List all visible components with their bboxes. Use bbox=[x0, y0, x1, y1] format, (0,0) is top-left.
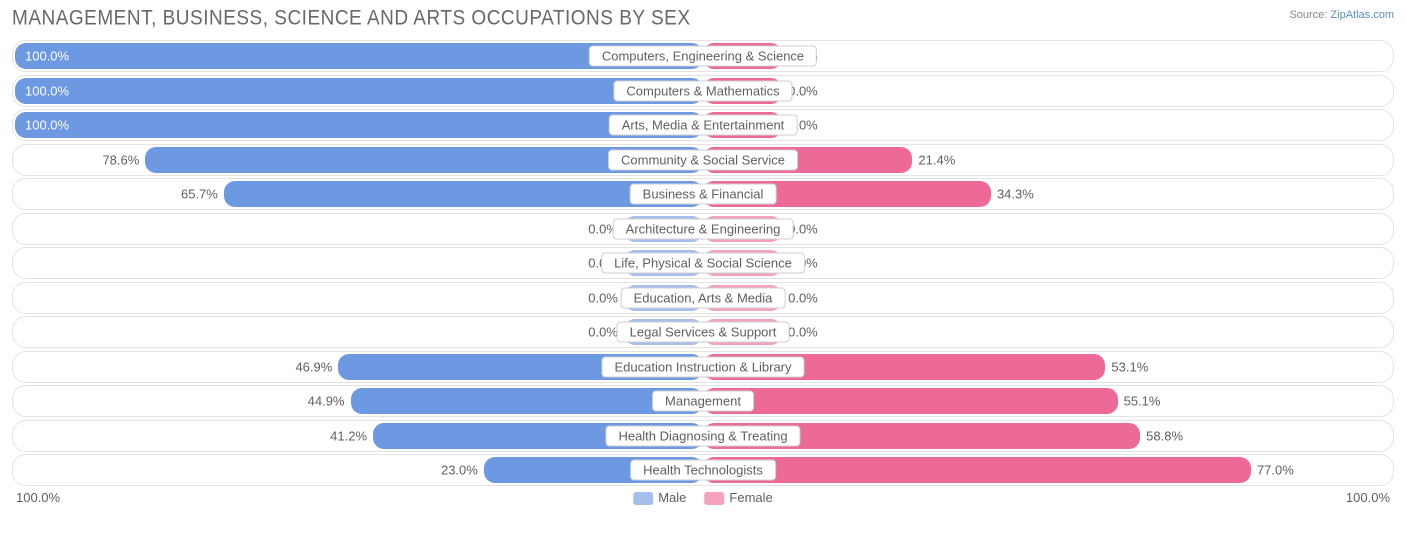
female-value: 53.1% bbox=[1111, 359, 1148, 374]
male-value: 100.0% bbox=[25, 83, 69, 98]
female-value: 0.0% bbox=[788, 325, 818, 340]
category-label: Computers & Mathematics bbox=[613, 80, 792, 101]
chart-row: 0.0% 0.0%Legal Services & Support bbox=[12, 316, 1394, 348]
category-label: Business & Financial bbox=[630, 184, 777, 205]
female-value: 77.0% bbox=[1257, 463, 1294, 478]
legend: Male Female bbox=[633, 490, 773, 505]
category-label: Computers, Engineering & Science bbox=[589, 46, 817, 67]
category-label: Health Diagnosing & Treating bbox=[605, 425, 800, 446]
chart-row: 100.0%0.0%Arts, Media & Entertainment bbox=[12, 109, 1394, 141]
category-label: Management bbox=[652, 391, 754, 412]
legend-male: Male bbox=[633, 490, 686, 505]
female-value: 0.0% bbox=[788, 83, 818, 98]
category-label: Education Instruction & Library bbox=[601, 356, 804, 377]
axis-left-label: 100.0% bbox=[16, 490, 60, 505]
category-label: Architecture & Engineering bbox=[613, 218, 794, 239]
female-value: 34.3% bbox=[997, 187, 1034, 202]
chart-area: 100.0% 0.0% Computers, Engineering & Scien… bbox=[12, 40, 1394, 486]
chart-row: 44.9%55.1%Management bbox=[12, 385, 1394, 417]
axis-right-label: 100.0% bbox=[1346, 490, 1390, 505]
male-swatch bbox=[633, 492, 653, 505]
male-bar: 44.9% bbox=[351, 388, 704, 414]
chart-row: 0.0%0.0%Life, Physical & Social Science bbox=[12, 247, 1394, 279]
chart-row: 78.6% 21.4% Community & Social Service bbox=[12, 144, 1394, 176]
legend-male-label: Male bbox=[658, 490, 686, 505]
chart-row: 0.0% 0.0%Education, Arts & Media bbox=[12, 282, 1394, 314]
female-bar: 77.0% bbox=[703, 457, 1251, 483]
chart-row: 0.0%0.0%Architecture & Engineering bbox=[12, 213, 1394, 245]
category-label: Legal Services & Support bbox=[617, 322, 790, 343]
legend-female: Female bbox=[704, 490, 772, 505]
female-value: 58.8% bbox=[1146, 428, 1183, 443]
category-label: Life, Physical & Social Science bbox=[601, 253, 805, 274]
legend-female-label: Female bbox=[729, 490, 772, 505]
male-value: 23.0% bbox=[441, 463, 478, 478]
male-value: 44.9% bbox=[308, 394, 345, 409]
chart-row: 100.0% 0.0%Computers & Mathematics bbox=[12, 75, 1394, 107]
male-value: 100.0% bbox=[25, 49, 69, 64]
male-bar: 100.0% bbox=[15, 112, 703, 138]
chart-title: MANAGEMENT, BUSINESS, SCIENCE AND ARTS O… bbox=[12, 7, 691, 31]
category-label: Health Technologists bbox=[630, 460, 776, 481]
x-axis: 100.0% Male Female 100.0% bbox=[12, 490, 1394, 505]
female-swatch bbox=[704, 492, 724, 505]
female-value: 21.4% bbox=[918, 152, 955, 167]
male-value: 0.0% bbox=[588, 325, 618, 340]
chart-row: 41.2% 58.8% Health Diagnosing & Treating bbox=[12, 420, 1394, 452]
chart-header: MANAGEMENT, BUSINESS, SCIENCE AND ARTS O… bbox=[12, 8, 1394, 30]
source-label: Source: bbox=[1289, 9, 1327, 21]
female-value: 55.1% bbox=[1124, 394, 1161, 409]
chart-row: 46.9% 53.1% Education Instruction & Librar… bbox=[12, 351, 1394, 383]
male-value: 100.0% bbox=[25, 118, 69, 133]
chart-row: 23.0%77.0%Health Technologists bbox=[12, 454, 1394, 486]
category-label: Arts, Media & Entertainment bbox=[609, 115, 798, 136]
male-value: 0.0% bbox=[588, 290, 618, 305]
male-value: 78.6% bbox=[102, 152, 139, 167]
female-bar: 55.1% bbox=[703, 388, 1118, 414]
male-value: 46.9% bbox=[295, 359, 332, 374]
female-value: 0.0% bbox=[788, 290, 818, 305]
source-name: ZipAtlas.com bbox=[1330, 9, 1394, 21]
category-label: Education, Arts & Media bbox=[621, 287, 786, 308]
male-value: 41.2% bbox=[330, 428, 367, 443]
source-attribution: Source: ZipAtlas.com bbox=[1289, 8, 1394, 22]
male-value: 65.7% bbox=[181, 187, 218, 202]
chart-row: 100.0%0.0%Computers, Engineering & Scien… bbox=[12, 40, 1394, 72]
chart-row: 65.7% 34.3% Business & Financial bbox=[12, 178, 1394, 210]
male-bar: 100.0% bbox=[15, 78, 703, 104]
category-label: Community & Social Service bbox=[608, 149, 798, 170]
